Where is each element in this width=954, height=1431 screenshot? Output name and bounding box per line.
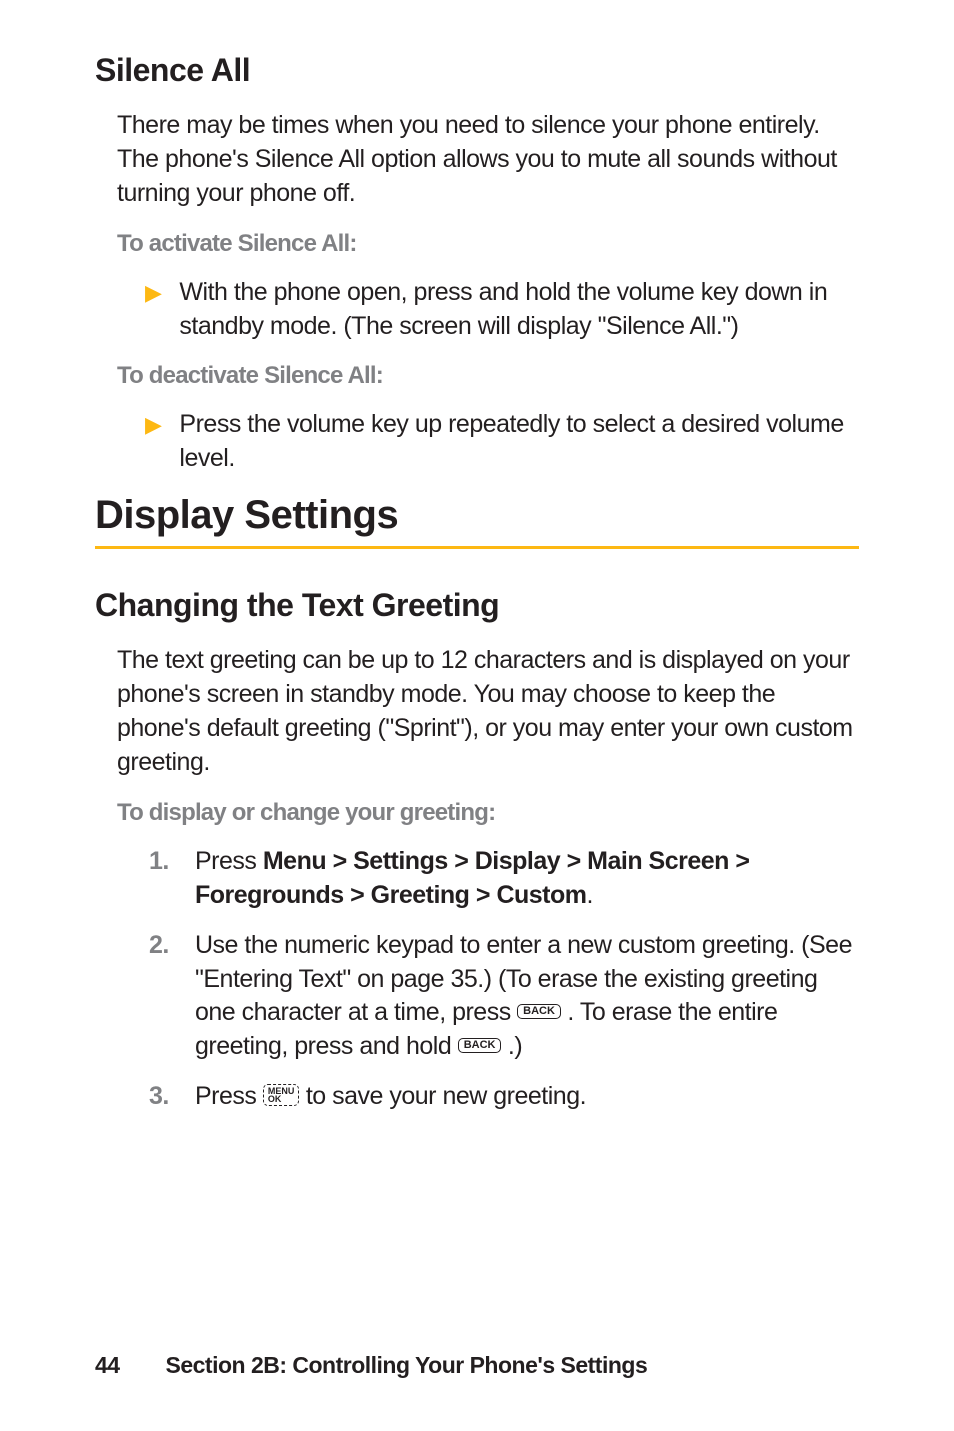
- paragraph-greeting-intro: The text greeting can be up to 12 charac…: [117, 644, 859, 779]
- triangle-bullet-icon: ▶: [145, 278, 161, 344]
- key-label-bottom: OK: [268, 1094, 282, 1104]
- back-key-icon: BACK: [458, 1038, 502, 1053]
- page-number: 44: [95, 1352, 120, 1378]
- text-fragment: Press: [195, 847, 263, 875]
- bullet-activate-step: ▶ With the phone open, press and hold th…: [145, 276, 859, 344]
- bullet-text: With the phone open, press and hold the …: [179, 276, 859, 344]
- heading-display-settings: Display Settings: [95, 493, 859, 538]
- label-deactivate-silence: To deactivate Silence All:: [117, 362, 859, 390]
- step-text: Press Menu > Settings > Display > Main S…: [195, 845, 859, 913]
- triangle-bullet-icon: ▶: [145, 410, 161, 476]
- page-footer: 44 Section 2B: Controlling Your Phone's …: [95, 1352, 647, 1379]
- heading-text-greeting: Changing the Text Greeting: [95, 587, 859, 624]
- text-fragment: to save your new greeting.: [306, 1082, 586, 1110]
- menu-ok-key-icon: MENUOK: [263, 1084, 300, 1106]
- heading-silence-all: Silence All: [95, 52, 859, 89]
- step-text: Use the numeric keypad to enter a new cu…: [195, 929, 859, 1064]
- step-3: 3. Press MENUOK to save your new greetin…: [149, 1080, 859, 1114]
- bullet-text: Press the volume key up repeatedly to se…: [179, 408, 859, 476]
- step-number: 2.: [149, 929, 175, 1064]
- step-1: 1. Press Menu > Settings > Display > Mai…: [149, 845, 859, 913]
- label-greeting-procedure: To display or change your greeting:: [117, 799, 859, 827]
- menu-path: Menu > Settings > Display > Main Screen …: [195, 847, 749, 909]
- back-key-icon: BACK: [517, 1004, 561, 1019]
- bullet-deactivate-step: ▶ Press the volume key up repeatedly to …: [145, 408, 859, 476]
- label-activate-silence: To activate Silence All:: [117, 230, 859, 258]
- text-fragment: Press: [195, 1082, 263, 1110]
- step-2: 2. Use the numeric keypad to enter a new…: [149, 929, 859, 1064]
- paragraph-silence-intro: There may be times when you need to sile…: [117, 109, 859, 210]
- section-label: Section 2B: Controlling Your Phone's Set…: [165, 1352, 647, 1378]
- step-text: Press MENUOK to save your new greeting.: [195, 1080, 859, 1114]
- text-fragment: .: [587, 881, 593, 909]
- step-number: 3.: [149, 1080, 175, 1114]
- step-number: 1.: [149, 845, 175, 913]
- heading-underline: [95, 546, 859, 549]
- text-fragment: .): [508, 1032, 522, 1060]
